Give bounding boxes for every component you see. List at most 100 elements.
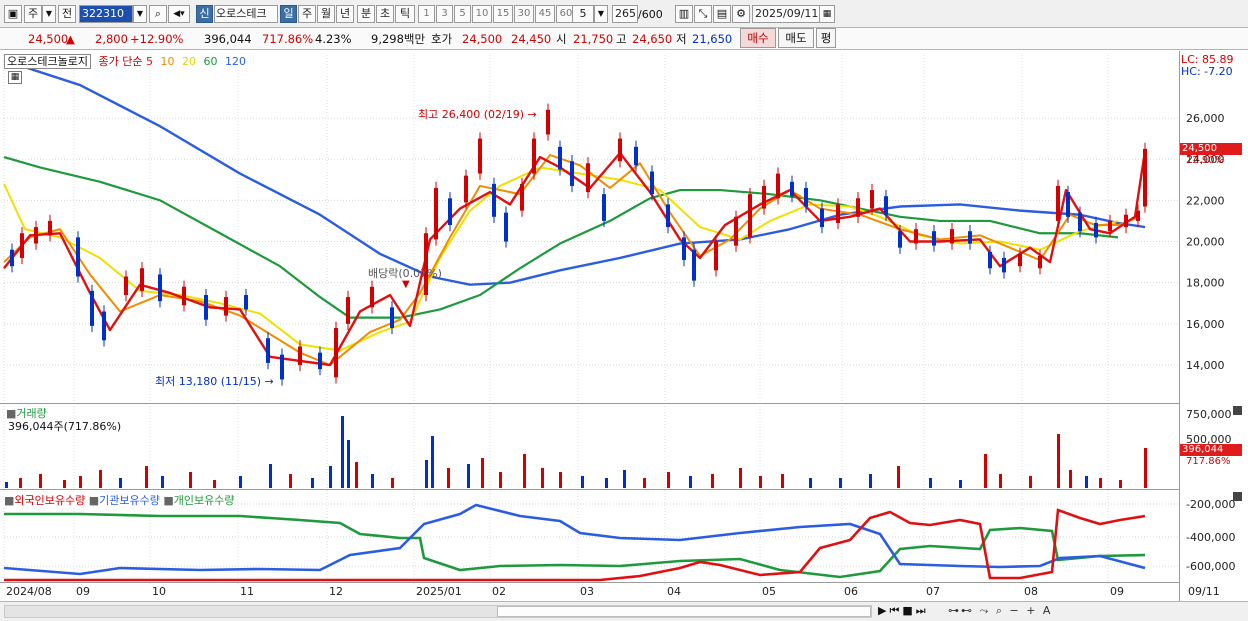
minute-5-button[interactable]: 5 [454, 5, 471, 23]
ask-price: 24,500 [462, 32, 503, 46]
forward-icon[interactable]: ⏭ [915, 604, 929, 617]
time-tick-label: 09 [76, 585, 90, 598]
volume-bar [1085, 476, 1088, 488]
volume-bar [269, 464, 272, 488]
plus-icon[interactable]: + [1026, 604, 1038, 617]
legend-ma20[interactable]: 20 [181, 55, 196, 68]
date-input[interactable]: 2025/09/11 [752, 5, 820, 23]
count-input[interactable]: 5 [572, 5, 594, 23]
panel-close-icon[interactable] [1233, 492, 1242, 501]
tool-icon[interactable]: ⤳ [979, 604, 991, 617]
calendar-icon[interactable]: ▦ [819, 5, 835, 23]
candle-body [266, 338, 270, 363]
period-month-tab[interactable]: 월 [317, 5, 335, 23]
volume-bar [897, 466, 900, 488]
time-tick-label: 07 [926, 585, 940, 598]
scroll-thumb[interactable] [497, 606, 871, 617]
volume-bar [689, 476, 692, 488]
zoom-slider-icon[interactable]: ⊶⊷ [948, 604, 974, 617]
minute-30-button[interactable]: 30 [514, 5, 534, 23]
play-icon[interactable]: ▶ [878, 604, 890, 617]
time-tick-label: 02 [492, 585, 506, 598]
bid-price: 24,450 [511, 32, 552, 46]
arrow-down-icon: ▼ [402, 279, 410, 290]
sell-button[interactable]: 매도 [778, 28, 814, 48]
minute-10-button[interactable]: 10 [472, 5, 492, 23]
panel-close-icon[interactable] [1233, 406, 1242, 415]
eval-button[interactable]: 평 [816, 28, 836, 48]
minute-1-button[interactable]: 1 [418, 5, 435, 23]
buy-button[interactable]: 매수 [740, 28, 776, 48]
minus-icon[interactable]: − [1009, 604, 1021, 617]
period-year-tab[interactable]: 년 [336, 5, 354, 23]
code-dropdown-icon[interactable]: ▼ [133, 5, 147, 23]
stock-code-input[interactable]: 322310 [79, 5, 133, 23]
speaker-icon[interactable]: ◀▾ [168, 5, 190, 23]
stop-icon[interactable]: ■ [902, 604, 916, 617]
minute-45-button[interactable]: 45 [535, 5, 555, 23]
period-minute-tab[interactable]: 분 [357, 5, 375, 23]
bar-count-input[interactable]: 265 [612, 5, 638, 23]
legend-price-ma[interactable]: 종가 단순 [98, 55, 143, 68]
gear-icon[interactable]: ⚙ [732, 5, 750, 23]
volume-bar [581, 476, 584, 488]
volume-bar [1029, 476, 1032, 488]
legend-institution[interactable]: 기관보유수량 [99, 494, 160, 507]
new-button[interactable]: 신 [196, 5, 213, 23]
candle-body [532, 138, 536, 174]
legend-stock-name[interactable]: 오로스테크놀로지 [4, 54, 91, 69]
font-icon[interactable]: A [1042, 604, 1053, 617]
volume-bar [623, 470, 626, 488]
period-week-tab[interactable]: 주 [298, 5, 316, 23]
legend-ma5[interactable]: 5 [145, 55, 153, 68]
search-icon[interactable]: ⌕ [995, 604, 1004, 617]
candle-body [950, 229, 954, 244]
count-dropdown-icon[interactable]: ▼ [594, 5, 608, 23]
prev-button[interactable]: 전 [58, 5, 76, 23]
arrow-right-icon: → [527, 108, 537, 121]
table-icon[interactable]: ▦ [8, 71, 22, 84]
window-icon[interactable]: ▣ [4, 5, 22, 23]
rewind-icon[interactable]: ⏮ [889, 604, 903, 617]
trade-amount: 9,298백만 [371, 32, 426, 46]
legend-individual[interactable]: 개인보유수량 [173, 494, 235, 507]
candle-body [748, 194, 752, 238]
legend-foreign[interactable]: 외국인보유수량 [14, 494, 86, 507]
price-tag: 24,500 [1180, 143, 1242, 155]
legend-ma10[interactable]: 10 [160, 55, 175, 68]
candle-body [244, 295, 248, 310]
time-tick-label: 06 [844, 585, 858, 598]
scroll-track[interactable] [4, 605, 872, 618]
stock-name-field[interactable]: 오로스테크 [214, 5, 278, 23]
volume-bar [643, 478, 646, 488]
candle-body [776, 173, 780, 199]
period-second-tab[interactable]: 초 [376, 5, 394, 23]
period-day-tab[interactable]: 일 [280, 5, 297, 23]
minute-15-button[interactable]: 15 [493, 5, 513, 23]
bar-total-label: /600 [638, 8, 663, 21]
candle-body [1143, 148, 1147, 207]
chart-canvas[interactable]: 26,000 24,000 22,000 20,000 18,000 16,000 14,0… [0, 50, 1248, 621]
candle-body [602, 194, 606, 221]
volume-panel-title: ■거래량 [6, 405, 47, 421]
search-icon[interactable]: ⌕ [149, 5, 167, 23]
minute-3-button[interactable]: 3 [436, 5, 453, 23]
volume-bar [79, 476, 82, 488]
legend-ma60[interactable]: 60 [203, 55, 218, 68]
chevron-down-icon[interactable]: ▼ [42, 5, 56, 23]
draw-tool-icon[interactable]: ⤡ [694, 5, 712, 23]
candle-style-icon[interactable]: ▥ [675, 5, 693, 23]
period-tick-tab[interactable]: 틱 [395, 5, 415, 23]
holding-tick-label: -600,000 [1186, 560, 1235, 573]
candle-body [48, 220, 52, 236]
candle-body [370, 286, 374, 308]
freq-week-button[interactable]: 주 [24, 5, 42, 23]
low-annotation-text: 최저 13,180 (11/15) [155, 375, 262, 388]
save-icon[interactable]: ▤ [713, 5, 731, 23]
panel-divider [0, 582, 1180, 583]
legend-ma120[interactable]: 120 [224, 55, 246, 68]
quote-bar: 24,500 ▲ 2,800 +12.90% 396,044 717.86% 4… [0, 28, 1248, 50]
volume-bar [759, 476, 762, 488]
volume-bar [711, 474, 714, 488]
